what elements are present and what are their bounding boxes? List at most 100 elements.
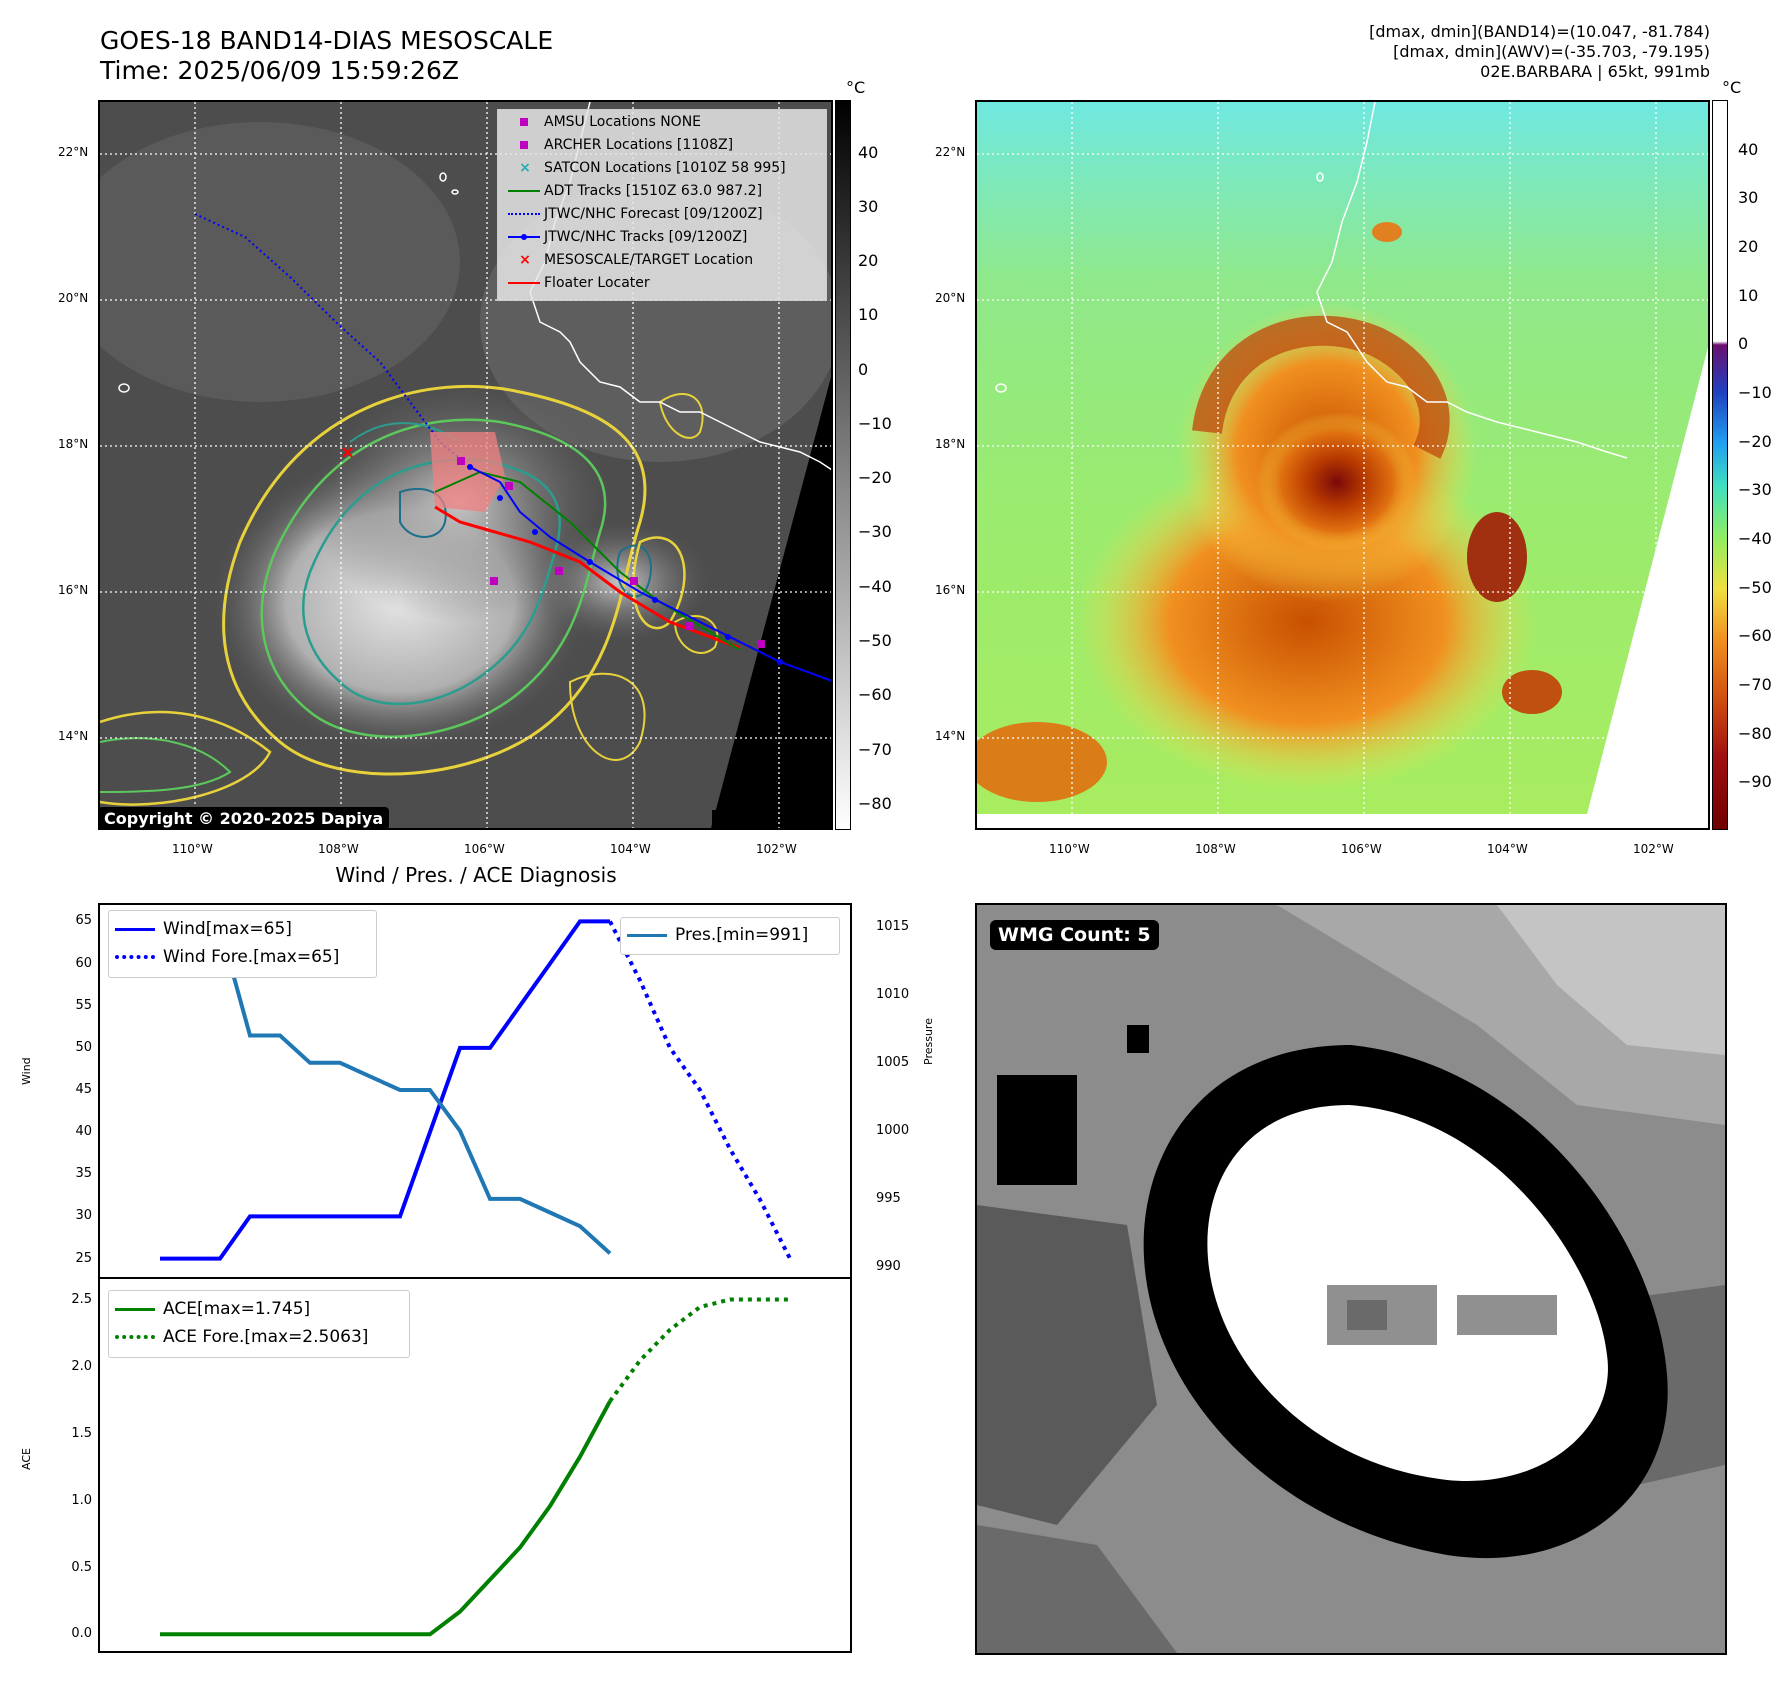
lon-tick: 104°W (610, 842, 651, 856)
legend-amsu: AMSU Locations NONE (506, 111, 701, 133)
colorbar-tick: −70 (858, 739, 892, 759)
colorbar-tick: 10 (858, 305, 879, 325)
series-line-presmin (160, 924, 612, 1255)
figure-title: GOES-18 BAND14-DIAS MESOSCALE Time: 2025… (100, 26, 553, 86)
colorbar-tick: −40 (1738, 529, 1772, 548)
lon-tick: 106°W (1341, 842, 1382, 856)
lon-tick: 110°W (1049, 842, 1090, 856)
lat-tick: 22°N (935, 145, 966, 159)
axis-tick: 60 (75, 955, 92, 971)
ace-axis-label: ACE (20, 1448, 33, 1470)
colorbar-tick: −70 (1738, 675, 1772, 694)
lon-tick: 110°W (172, 842, 213, 856)
axis-tick: 1.5 (71, 1425, 92, 1441)
lon-tick: 108°W (1195, 842, 1236, 856)
lat-tick: 20°N (935, 291, 966, 305)
colorbar-tick: −20 (1738, 431, 1772, 451)
series-line-windforemax (608, 920, 792, 1260)
colorbar-tick: 40 (858, 142, 879, 162)
lat-tick: 22°N (58, 145, 89, 159)
colorbar-tick: −50 (858, 631, 892, 651)
axis-tick: 1010 (876, 986, 910, 1002)
wind-axis-label: Wind (20, 1057, 33, 1085)
legend-wind-fore: Wind Fore.[max=65] (115, 945, 339, 969)
lon-tick: 108°W (318, 842, 359, 856)
legend-archer: ARCHER Locations [1108Z] (506, 134, 733, 156)
wind-legend: Wind[max=65] Wind Fore.[max=65] (108, 910, 377, 978)
svg-text:×: × (340, 442, 355, 463)
colorbar-tick: 20 (858, 251, 879, 271)
axis-tick: 995 (876, 1190, 901, 1206)
lat-tick: 20°N (58, 291, 89, 305)
colorbar-tick: −50 (1738, 577, 1772, 597)
map-legend: AMSU Locations NONE ARCHER Locations [11… (497, 109, 827, 301)
colorbar-tick: −90 (1738, 772, 1772, 792)
colorbar-tick: −10 (1738, 383, 1772, 402)
wmg-count-badge: WMG Count: 5 (990, 920, 1159, 950)
axis-tick: 2.5 (71, 1292, 92, 1308)
colorbar-tick: −60 (858, 685, 892, 705)
colorbar-tick: −20 (858, 468, 892, 488)
axis-tick: 2.0 (71, 1359, 92, 1375)
lat-tick: 14°N (58, 729, 89, 743)
lat-tick: 18°N (58, 437, 89, 451)
colorbar-tick: 40 (1738, 139, 1759, 159)
series-line-aceforemax (608, 1297, 790, 1403)
colorbar-tick: −30 (1738, 480, 1772, 500)
wmg-image (977, 905, 1725, 1653)
colorbar-tick: −80 (858, 793, 892, 813)
right-colorbar (1712, 100, 1728, 830)
info-line-1: [dmax, dmin](BAND14)=(10.047, -81.784) (1369, 22, 1710, 41)
lat-tick: 18°N (935, 437, 966, 451)
left-ir-map: × AMSU Locations NONE ARCHER Locations [… (98, 100, 833, 830)
legend-tracks: JTWC/NHC Tracks [09/1200Z] (506, 226, 747, 248)
series-line-windmax (160, 919, 610, 1261)
colorbar-tick: 10 (1738, 285, 1759, 305)
axis-tick: 35 (75, 1166, 92, 1182)
axis-tick: 50 (75, 1039, 92, 1055)
copyright-badge: Copyright © 2020-2025 Dapiya (98, 807, 390, 830)
info-line-2: [dmax, dmin](AWV)=(-35.703, -79.195) (1393, 42, 1710, 61)
lat-tick: 14°N (935, 729, 966, 743)
axis-tick: 1005 (876, 1054, 910, 1070)
series-line-acemax (160, 1400, 612, 1637)
legend-forecast: JTWC/NHC Forecast [09/1200Z] (506, 203, 763, 225)
left-colorbar (835, 100, 851, 830)
colorbar-tick: 0 (858, 359, 869, 379)
colorbar-tick: 20 (1738, 237, 1759, 256)
legend-wind: Wind[max=65] (115, 917, 292, 941)
axis-tick: 30 (75, 1208, 92, 1224)
axis-tick: 0.0 (71, 1626, 92, 1642)
colorbar-tick: 30 (1738, 188, 1759, 208)
axis-tick: 25 (75, 1250, 92, 1266)
info-line-3: 02E.BARBARA | 65kt, 991mb (1480, 62, 1710, 81)
pressure-axis-label: Pressure (922, 1018, 935, 1065)
legend-target: × MESOSCALE/TARGET Location (519, 252, 754, 268)
axis-tick: 1.0 (71, 1492, 92, 1508)
colorbar-tick: −30 (858, 522, 892, 542)
axis-tick: 1000 (876, 1122, 910, 1138)
colorbar-tick: −10 (858, 413, 892, 433)
colorbar-tick: −80 (1738, 723, 1772, 743)
legend-adt: ADT Tracks [1510Z 63.0 987.2] (506, 180, 762, 202)
legend-pressure: Pres.[min=991] (627, 923, 808, 947)
axis-tick: 40 (75, 1124, 92, 1140)
title-line-2: Time: 2025/06/09 15:59:26Z (100, 56, 459, 85)
ace-chart (160, 1297, 790, 1637)
info-block: [dmax, dmin](BAND14)=(10.047, -81.784) [… (1369, 22, 1710, 82)
axis-tick: 1015 (876, 918, 910, 934)
axis-tick: 65 (75, 913, 92, 929)
colorbar-tick: 30 (858, 196, 879, 216)
axis-tick: 45 (75, 1082, 92, 1097)
legend-ace: ACE[max=1.745] (115, 1297, 310, 1321)
colorbar-tick: 0 (1738, 334, 1749, 354)
lat-tick: 16°N (58, 583, 89, 597)
right-awv-map (975, 100, 1710, 830)
colorbar-tick: −40 (858, 576, 892, 596)
ace-panel (98, 1277, 852, 1653)
legend-floater: Floater Locater (506, 272, 650, 294)
title-line-1: GOES-18 BAND14-DIAS MESOSCALE (100, 26, 554, 55)
lon-tick: 102°W (756, 842, 797, 856)
lon-tick: 104°W (1487, 842, 1528, 856)
right-colorbar-unit: °C (1722, 78, 1742, 97)
